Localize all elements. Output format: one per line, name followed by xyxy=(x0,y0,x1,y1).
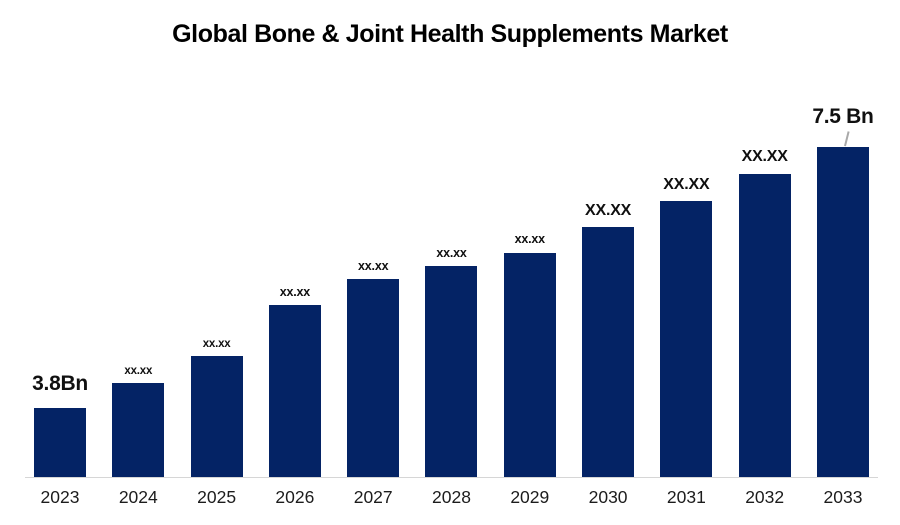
bar-column-2032: XX.XX 2032 xyxy=(738,147,791,507)
bar-column-2027: xx.xx 2027 xyxy=(347,147,400,507)
bar-2025 xyxy=(190,356,243,477)
bar-column-2024: xx.xx 2024 xyxy=(112,147,165,507)
year-label-2030: 2030 xyxy=(588,487,628,507)
bar-2026 xyxy=(268,305,321,477)
bar-2030 xyxy=(582,226,635,477)
value-label-2031: XX.XX xyxy=(663,175,710,193)
bar-2033 xyxy=(816,147,869,477)
value-label-2027: xx.xx xyxy=(358,258,389,273)
plot-area: 3.8Bn 2023 xx.xx 2024 xx.xx 2025 xx.xx 2026 xx.x… xyxy=(25,105,878,507)
bar-column-2029: xx.xx 2029 xyxy=(503,147,556,507)
bar-2032 xyxy=(738,174,791,477)
bar-2028 xyxy=(425,265,478,477)
value-label-2033: 7.5 Bn xyxy=(812,105,874,128)
value-label-2028: xx.xx xyxy=(436,245,467,260)
year-label-2031: 2031 xyxy=(666,487,706,507)
chart-title: Global Bone & Joint Health Supplements M… xyxy=(172,20,728,48)
year-label-2025: 2025 xyxy=(197,487,237,507)
bar-2031 xyxy=(660,200,713,477)
bar-2024 xyxy=(112,383,165,477)
bar-column-2025: xx.xx 2025 xyxy=(190,147,243,507)
year-label-2023: 2023 xyxy=(40,487,80,507)
bar-column-2023: 3.8Bn 2023 xyxy=(32,147,88,507)
bar-column-2028: xx.xx 2028 xyxy=(425,147,478,507)
year-label-2026: 2026 xyxy=(275,487,315,507)
value-label-2030: XX.XX xyxy=(585,201,632,219)
value-label-2029: xx.xx xyxy=(514,231,545,246)
value-label-2024: xx.xx xyxy=(124,365,153,378)
bar-column-2026: xx.xx 2026 xyxy=(268,147,321,507)
bar-column-2030: XX.XX 2030 xyxy=(582,147,635,507)
bar-2029 xyxy=(503,252,556,477)
value-label-2023: 3.8Bn xyxy=(32,372,88,396)
bar-column-2033: 7.5 Bn 2033 xyxy=(812,105,874,507)
year-label-2032: 2032 xyxy=(745,487,785,507)
value-label-2026: xx.xx xyxy=(279,285,311,300)
bars-container: 3.8Bn 2023 xx.xx 2024 xx.xx 2025 xx.xx 2026 xx.x… xyxy=(32,105,874,507)
year-label-2033: 2033 xyxy=(823,487,863,507)
year-label-2024: 2024 xyxy=(118,487,158,507)
leader-line xyxy=(843,131,850,147)
value-label-2032: XX.XX xyxy=(741,148,788,166)
year-label-2027: 2027 xyxy=(353,487,393,507)
bar-2027 xyxy=(347,278,400,477)
year-label-2029: 2029 xyxy=(510,487,550,507)
bar-column-2031: XX.XX 2031 xyxy=(660,147,713,507)
year-label-2028: 2028 xyxy=(432,487,471,507)
bar-2023 xyxy=(34,408,86,477)
value-label-2025: xx.xx xyxy=(202,338,231,351)
